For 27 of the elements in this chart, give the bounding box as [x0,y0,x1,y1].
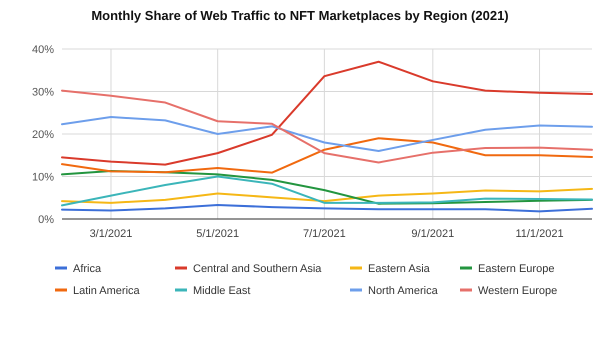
legend-label: Western Europe [478,284,558,297]
y-tick-label: 0% [38,214,54,226]
x-tick-label: 5/1/2021 [196,228,240,240]
y-tick-label: 20% [32,128,54,141]
line-series [61,90,593,164]
chart-title: Monthly Share of Web Traffic to NFT Marketplaces by Region (2021) [91,8,509,23]
legend-label: Central and Southern Asia [193,262,322,275]
line-series [61,137,593,174]
x-tick-label: 9/1/2021 [411,228,454,240]
y-tick-label: 30% [32,86,54,98]
legend-label: Eastern Asia [368,262,431,275]
x-tick-label: 3/1/2021 [90,228,132,240]
x-tick-label: 11/1/2021 [515,228,564,240]
legend-label: Middle East [193,284,250,297]
line-series [61,60,593,166]
legend-label: Eastern Europe [478,262,554,275]
line-series [61,176,593,206]
legend-label: Africa [73,262,102,275]
line-series [61,170,593,205]
line-series [61,204,593,212]
line-series [61,116,593,152]
y-tick-label: 40% [32,44,54,56]
legend-label: North America [368,284,439,297]
legend-label: Latin America [73,284,141,297]
line-series [61,188,593,204]
x-tick-label: 7/1/2021 [302,228,346,240]
y-tick-label: 10% [32,171,54,184]
